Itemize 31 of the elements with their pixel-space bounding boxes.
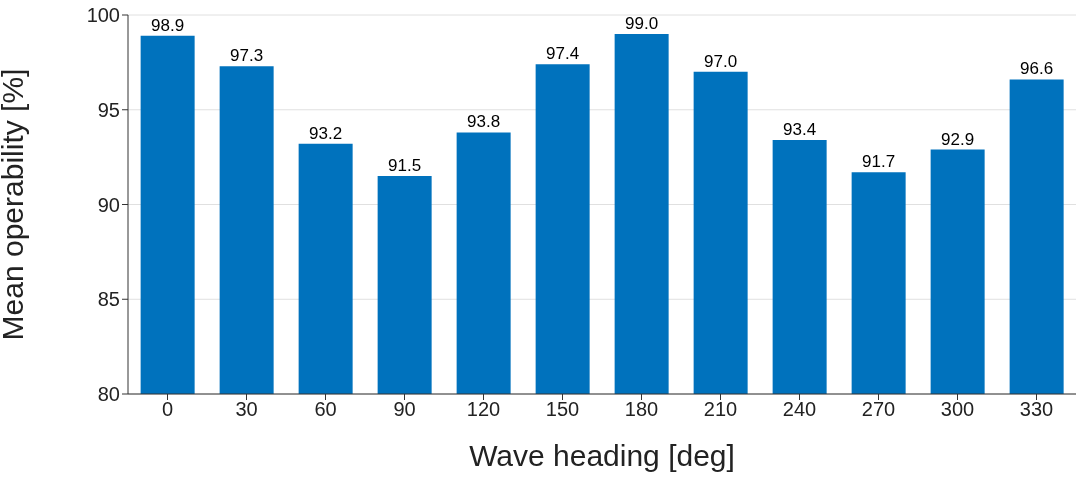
y-axis-title: Mean operability [%] [0,68,29,341]
x-tick-label: 150 [545,398,580,421]
data-label: 96.6 [1020,59,1054,79]
y-tick-label: 95 [97,98,120,121]
data-label: 92.9 [941,129,975,149]
x-tick-label: 60 [314,398,337,421]
x-tick-label: 300 [940,398,975,421]
data-label: 91.7 [862,152,896,172]
x-axis-title: Wave heading [deg] [469,439,735,472]
data-label: 93.8 [467,112,501,132]
x-tick-label: 210 [703,398,738,421]
data-label: 91.5 [388,156,422,176]
x-tick-label: 0 [161,398,174,421]
data-label: 93.4 [783,120,817,140]
data-label: 97.0 [704,51,738,71]
data-label: 99.0 [625,13,659,33]
x-tick-label: 120 [466,398,501,421]
x-tick-label: 30 [235,398,258,421]
x-tick-label: 270 [861,398,896,421]
y-tick-label: 100 [86,4,120,27]
data-label: 97.3 [230,46,264,66]
x-tick-label: 90 [393,398,416,421]
data-label: 97.4 [546,44,580,64]
data-label: 98.9 [151,15,185,35]
y-tick-label: 85 [97,288,120,311]
y-tick-label: 80 [97,383,120,406]
x-tick-label: 330 [1019,398,1054,421]
y-tick-label: 90 [97,193,120,216]
data-label: 93.2 [309,123,343,143]
x-tick-label: 240 [782,398,817,421]
x-tick-label: 180 [624,398,659,421]
